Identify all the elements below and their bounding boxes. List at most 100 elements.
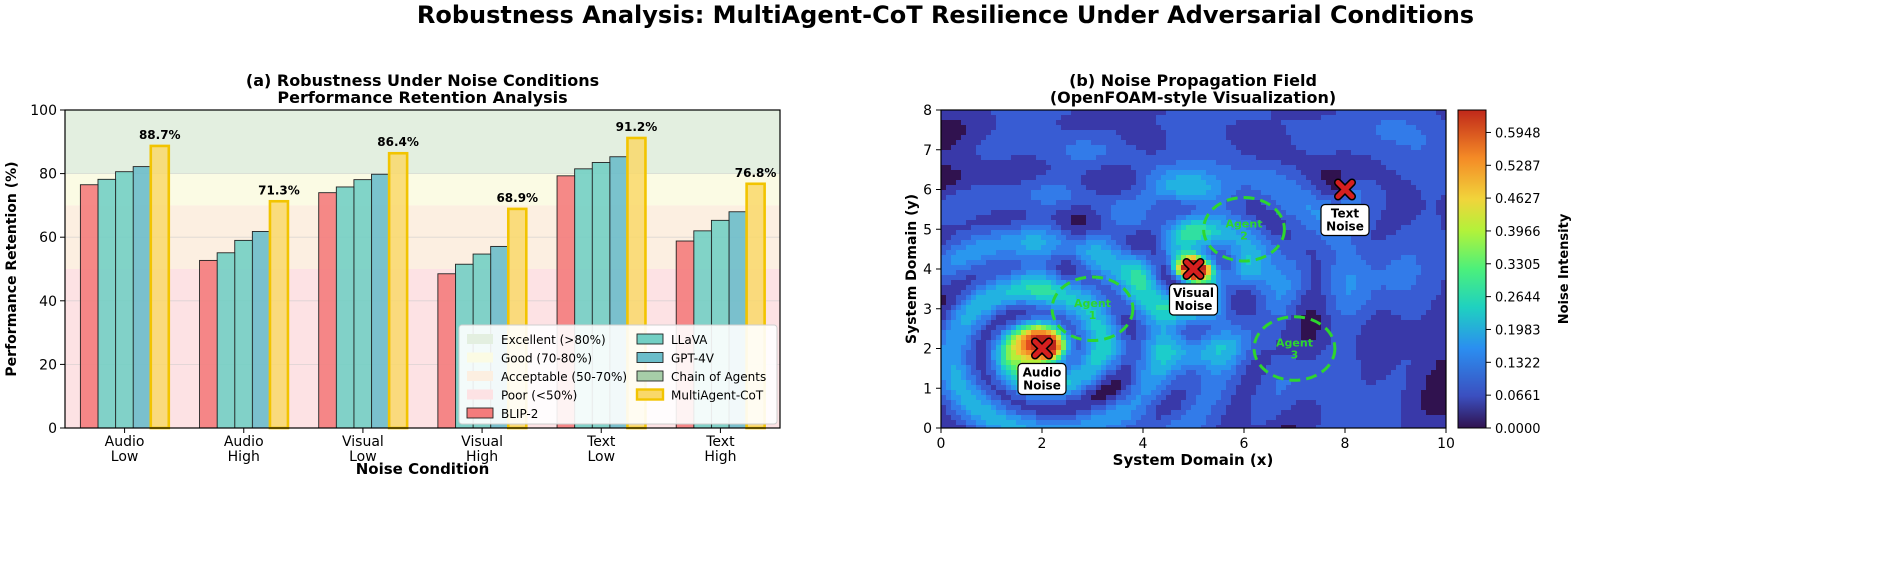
- field-cell: [1166, 130, 1172, 136]
- field-cell: [1281, 335, 1287, 341]
- field-cell: [981, 375, 987, 381]
- field-cell: [1001, 225, 1007, 231]
- field-cell: [1126, 320, 1132, 326]
- field-cell: [1126, 315, 1132, 321]
- field-cell: [1166, 115, 1172, 121]
- field-cell: [1071, 385, 1077, 391]
- field-cell: [991, 275, 997, 281]
- field-cell: [1076, 170, 1082, 176]
- field-cell: [1001, 150, 1007, 156]
- field-cell: [1121, 275, 1127, 281]
- field-cell: [1241, 120, 1247, 126]
- field-cell: [1276, 135, 1282, 141]
- field-cell: [1241, 400, 1247, 406]
- field-cell: [1236, 395, 1242, 401]
- field-cell: [1241, 250, 1247, 256]
- field-cell: [1091, 190, 1097, 196]
- field-cell: [1141, 365, 1147, 371]
- field-cell: [1116, 390, 1122, 396]
- field-cell: [1266, 155, 1272, 161]
- field-cell: [1056, 350, 1062, 356]
- field-cell: [1076, 135, 1082, 141]
- field-cell: [1131, 185, 1137, 191]
- field-cell: [996, 385, 1002, 391]
- field-cell: [1056, 335, 1062, 341]
- field-cell: [966, 265, 972, 271]
- field-cell: [951, 310, 957, 316]
- field-cell: [1196, 380, 1202, 386]
- field-cell: [1051, 325, 1057, 331]
- field-cell: [1176, 410, 1182, 416]
- field-cell: [1261, 395, 1267, 401]
- field-cell: [1216, 135, 1222, 141]
- field-cell: [1176, 380, 1182, 386]
- field-cell: [1221, 425, 1227, 428]
- field-cell: [1261, 185, 1267, 191]
- field-cell: [1191, 185, 1197, 191]
- field-cell: [996, 415, 1002, 421]
- field-cell: [1236, 415, 1242, 421]
- field-cell: [951, 305, 957, 311]
- field-cell: [1111, 165, 1117, 171]
- field-cell: [1216, 175, 1222, 181]
- field-cell: [996, 330, 1002, 336]
- field-cell: [1126, 360, 1132, 366]
- field-cell: [1111, 235, 1117, 241]
- field-cell: [1166, 195, 1172, 201]
- field-cell: [1226, 385, 1232, 391]
- field-cell: [1001, 160, 1007, 166]
- field-cell: [1311, 340, 1317, 346]
- field-cell: [1291, 420, 1297, 426]
- field-cell: [1096, 285, 1102, 291]
- field-cell: [961, 340, 967, 346]
- field-cell: [1101, 350, 1107, 356]
- field-cell: [1236, 185, 1242, 191]
- field-cell: [1256, 305, 1262, 311]
- field-cell: [1156, 235, 1162, 241]
- field-cell: [1036, 130, 1042, 136]
- field-cell: [1001, 185, 1007, 191]
- field-cell: [996, 360, 1002, 366]
- field-cell: [1051, 330, 1057, 336]
- field-cell: [1041, 400, 1047, 406]
- field-cell: [1141, 400, 1147, 406]
- field-cell: [1301, 165, 1307, 171]
- field-cell: [1231, 210, 1237, 216]
- field-cell: [1001, 325, 1007, 331]
- field-cell: [1311, 380, 1317, 386]
- field-cell: [1206, 190, 1212, 196]
- field-cell: [1036, 235, 1042, 241]
- field-cell: [1296, 370, 1302, 376]
- field-cell: [1081, 155, 1087, 161]
- field-cell: [986, 360, 992, 366]
- field-cell: [1041, 330, 1047, 336]
- field-cell: [1146, 150, 1152, 156]
- field-cell: [1156, 315, 1162, 321]
- field-cell: [1206, 350, 1212, 356]
- field-cell: [1301, 295, 1307, 301]
- field-cell: [1131, 340, 1137, 346]
- field-cell: [1246, 165, 1252, 171]
- field-cell: [1271, 215, 1277, 221]
- field-cell: [1311, 365, 1317, 371]
- field-cell: [951, 180, 957, 186]
- field-cell: [1271, 175, 1277, 181]
- field-cell: [1121, 115, 1127, 121]
- field-cell: [1036, 415, 1042, 421]
- field-cell: [1031, 160, 1037, 166]
- field-cell: [1046, 425, 1052, 428]
- field-cell: [1016, 130, 1022, 136]
- field-cell: [1096, 215, 1102, 221]
- field-cell: [1276, 160, 1282, 166]
- field-cell: [1191, 350, 1197, 356]
- field-cell: [1071, 245, 1077, 251]
- field-cell: [1091, 270, 1097, 276]
- field-cell: [1256, 130, 1262, 136]
- field-cell: [1136, 350, 1142, 356]
- field-cell: [1021, 405, 1027, 411]
- field-cell: [1231, 235, 1237, 241]
- field-cell: [1161, 195, 1167, 201]
- field-cell: [1041, 300, 1047, 306]
- field-cell: [1281, 150, 1287, 156]
- field-cell: [1241, 135, 1247, 141]
